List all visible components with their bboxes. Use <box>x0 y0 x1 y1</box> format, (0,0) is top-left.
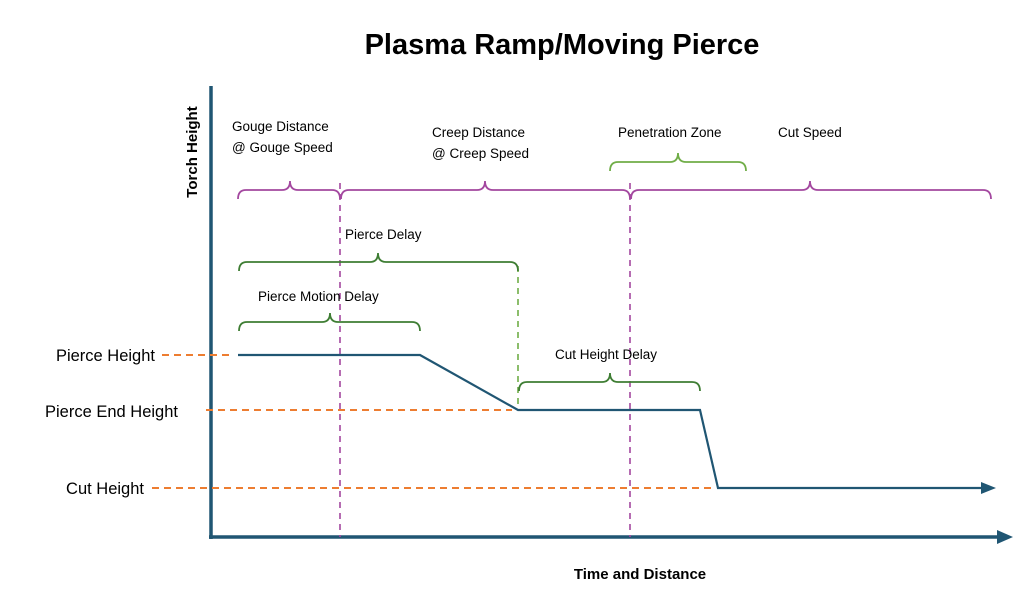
pierce-delay-brace <box>238 252 519 272</box>
penetration-zone-brace <box>609 152 747 172</box>
pierce-motion-delay-brace <box>238 312 421 332</box>
creep-distance-label-line2: @ Creep Speed <box>432 146 529 161</box>
cut-height-delay-label: Cut Height Delay <box>555 347 657 362</box>
x-axis-label: Time and Distance <box>574 566 706 583</box>
creep-distance-brace <box>340 180 631 200</box>
cut-height-label: Cut Height <box>66 480 144 498</box>
penetration-zone-label: Penetration Zone <box>618 125 722 140</box>
diagram-title: Plasma Ramp/Moving Pierce <box>365 29 760 61</box>
torch-height-curve <box>238 353 983 490</box>
cut-height-delay-brace <box>518 372 701 392</box>
gouge-distance-label-line1: Gouge Distance <box>232 119 329 134</box>
x-axis-arrowhead-icon <box>997 530 1013 544</box>
pierce-height-label: Pierce Height <box>56 347 155 365</box>
pierce-delay-label: Pierce Delay <box>345 227 422 242</box>
gouge-distance-brace <box>237 180 341 200</box>
cut-speed-brace <box>630 180 992 200</box>
pierce-end-height-label: Pierce End Height <box>45 403 178 421</box>
y-axis-label: Torch Height <box>184 106 201 197</box>
creep-distance-label-line1: Creep Distance <box>432 125 525 140</box>
cut-speed-label: Cut Speed <box>778 125 842 140</box>
pierce-motion-delay-label: Pierce Motion Delay <box>258 289 379 304</box>
curve-arrowhead-icon <box>981 482 996 494</box>
gouge-distance-label-line2: @ Gouge Speed <box>232 140 333 155</box>
